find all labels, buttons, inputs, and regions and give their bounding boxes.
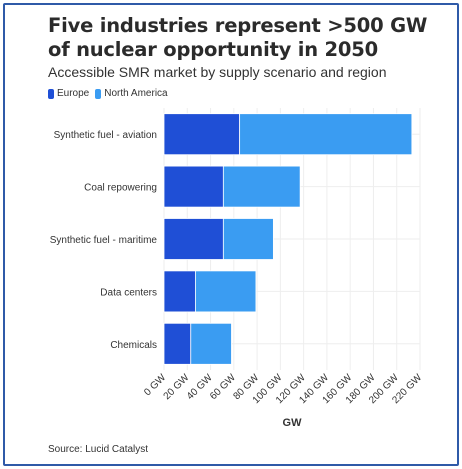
bar-north-america: [239, 113, 413, 156]
x-axis-label: GW: [283, 417, 303, 429]
bar-europe: [163, 322, 192, 365]
category-label: Synthetic fuel - maritime: [50, 235, 158, 246]
bar-europe: [163, 218, 224, 260]
category-label: Data centers: [100, 287, 157, 298]
category-label: Synthetic fuel - aviation: [54, 130, 157, 141]
bar-north-america: [222, 218, 274, 260]
category-label: Chemicals: [110, 340, 157, 351]
category-label: Coal repowering: [84, 183, 157, 194]
bar-europe: [163, 165, 224, 208]
legend-swatch-europe: [48, 88, 54, 99]
source-note: Source: Lucid Catalyst: [48, 444, 149, 455]
bar-europe: [163, 270, 196, 313]
chart-title: Five industries represent >500 GW of nuc…: [48, 14, 428, 61]
bar-north-america: [190, 322, 232, 365]
bar-north-america: [195, 270, 257, 313]
legend-label-north-america: North America: [104, 88, 168, 99]
legend-item-north-america: North America: [95, 88, 168, 99]
bar-north-america: [222, 165, 301, 208]
legend: Europe North America: [48, 88, 168, 99]
chart-subtitle: Accessible SMR market by supply scenario…: [48, 64, 387, 80]
bar-europe: [163, 113, 241, 156]
legend-label-europe: Europe: [57, 88, 90, 99]
legend-swatch-north-america: [95, 88, 102, 99]
legend-item-europe: Europe: [48, 88, 89, 99]
